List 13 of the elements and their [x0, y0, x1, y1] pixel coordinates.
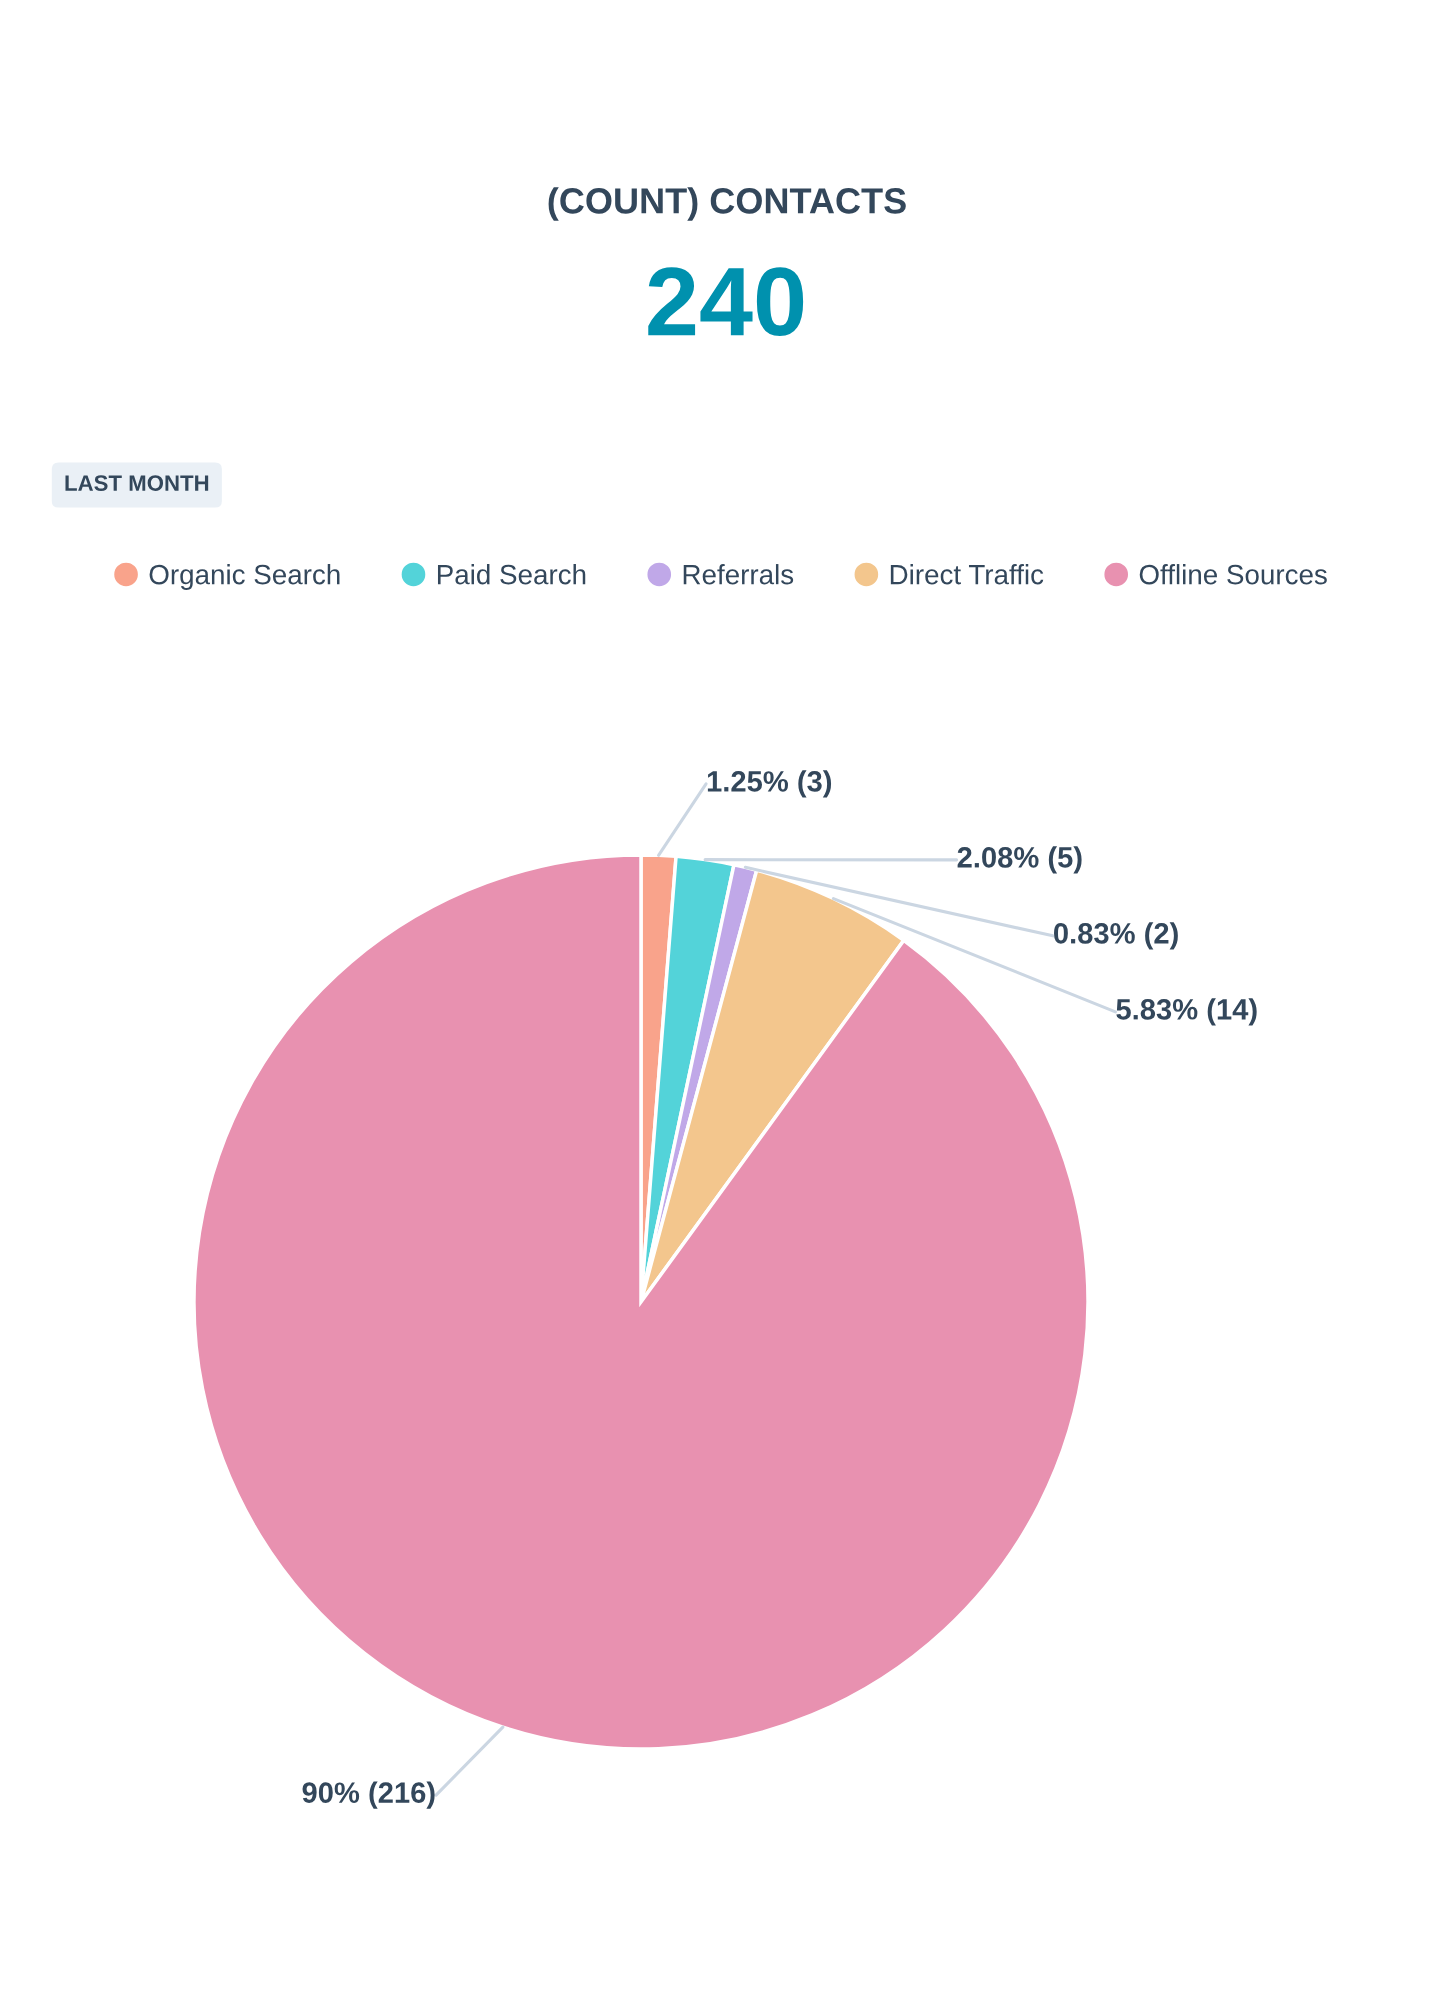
data-label: 90% (216): [302, 1781, 435, 1809]
data-label: 2.08% (5): [957, 846, 1082, 874]
legend-label: Paid Search: [437, 564, 586, 585]
text: LAST MONTH: [65, 475, 209, 491]
legend-label: Organic Search: [149, 564, 340, 590]
data-label: 0.83% (2): [1054, 922, 1178, 950]
chart-title: (COUNT) CONTACTS: [548, 187, 906, 221]
legend-label: Referrals: [683, 564, 794, 585]
chart-subtitle: 240: [648, 267, 804, 337]
data-label: 5.83% (14): [1116, 998, 1257, 1026]
legend-label: Offline Sources: [1139, 564, 1327, 585]
legend-label: Direct Traffic: [890, 564, 1044, 585]
data-label: 1.25% (3): [707, 770, 832, 798]
